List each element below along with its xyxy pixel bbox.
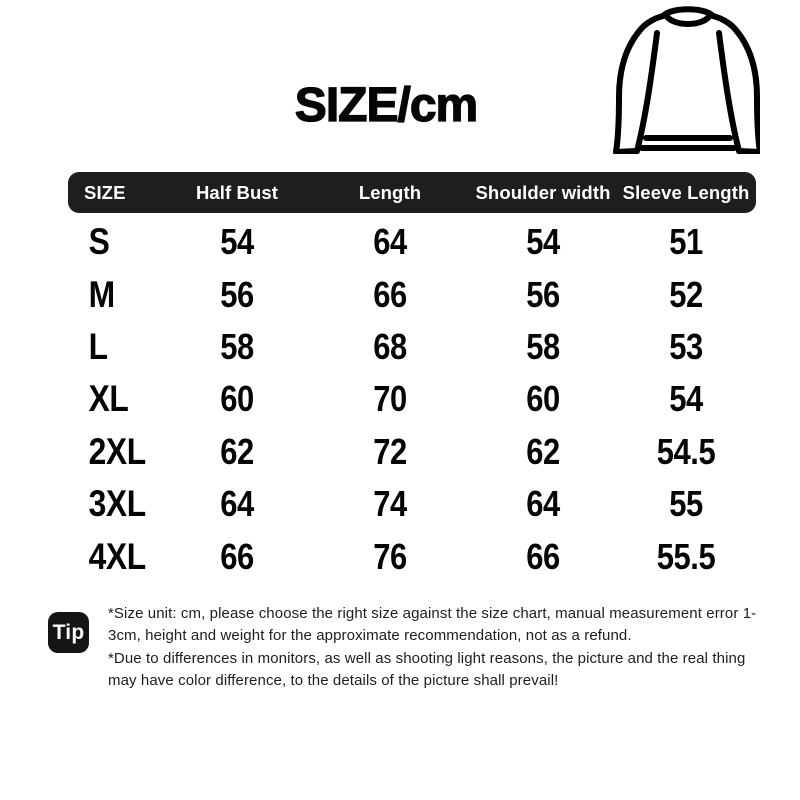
value-cell: 64 — [526, 483, 560, 525]
page-title: SIZE/cm — [294, 79, 479, 132]
value-cell: 56 — [526, 273, 560, 315]
value-cell: 56 — [220, 273, 254, 315]
value-cell: 58 — [220, 325, 254, 367]
header-cell-sleeve-length: Sleeve Length — [622, 181, 750, 203]
value-cell: 70 — [373, 378, 407, 420]
value-cell: 54 — [220, 221, 254, 263]
table-row: S 54 64 54 51 — [68, 216, 756, 268]
value-cell: 64 — [373, 221, 407, 263]
table-row: XL 60 70 60 54 — [68, 373, 756, 425]
tip-badge-label: Tip — [52, 620, 85, 644]
size-cell: M — [88, 273, 116, 315]
sweater-icon — [608, 2, 760, 154]
table-header: SIZE Half Bust Length Shoulder width Sle… — [68, 172, 756, 213]
table-row: 3XL 64 74 64 55 — [68, 478, 756, 530]
tip-badge: Tip — [48, 612, 89, 653]
value-cell: 66 — [526, 535, 560, 577]
table-body: S 54 64 54 51 M 56 66 56 52 L 58 68 58 5… — [68, 216, 756, 583]
tip-note-sizing: *Size unit: cm, please choose the right … — [108, 605, 757, 645]
value-cell: 60 — [220, 378, 254, 420]
value-cell: 55 — [669, 483, 703, 525]
value-cell: 62 — [220, 430, 254, 472]
table-row: M 56 66 56 52 — [68, 268, 756, 320]
value-cell: 62 — [526, 430, 560, 472]
size-cell: L — [88, 325, 108, 367]
header-cell-shoulder-width: Shoulder width — [475, 181, 611, 203]
size-cell: 2XL — [88, 430, 146, 472]
value-cell: 54 — [669, 378, 703, 420]
size-cell: 4XL — [88, 535, 146, 577]
header-cell-half-bust: Half Bust — [195, 181, 279, 203]
value-cell: 54 — [526, 221, 560, 263]
tip-note-monitor: *Due to differences in monitors, as well… — [108, 649, 746, 689]
value-cell: 74 — [373, 483, 407, 525]
value-cell: 76 — [373, 535, 407, 577]
value-cell: 55.5 — [656, 535, 716, 577]
header-cell-size: SIZE — [84, 181, 126, 203]
size-cell: XL — [88, 378, 129, 420]
value-cell: 66 — [373, 273, 407, 315]
value-cell: 54.5 — [656, 430, 716, 472]
table-row: 2XL 62 72 62 54.5 — [68, 426, 756, 478]
value-cell: 66 — [220, 535, 254, 577]
value-cell: 58 — [526, 325, 560, 367]
table-row: 4XL 66 76 66 55.5 — [68, 530, 756, 582]
sweater-outline-graphic — [613, 6, 760, 154]
value-cell: 52 — [669, 273, 703, 315]
header-cell-length: Length — [358, 181, 422, 203]
tip-notes: *Size unit: cm, please choose the right … — [108, 603, 768, 692]
value-cell: 53 — [669, 325, 703, 367]
value-cell: 60 — [526, 378, 560, 420]
value-cell: 51 — [669, 221, 703, 263]
value-cell: 72 — [373, 430, 407, 472]
size-cell: S — [88, 221, 110, 263]
value-cell: 68 — [373, 325, 407, 367]
size-cell: 3XL — [88, 483, 146, 525]
size-table: SIZE Half Bust Length Shoulder width Sle… — [68, 172, 756, 583]
table-row: L 58 68 58 53 — [68, 321, 756, 373]
value-cell: 64 — [220, 483, 254, 525]
